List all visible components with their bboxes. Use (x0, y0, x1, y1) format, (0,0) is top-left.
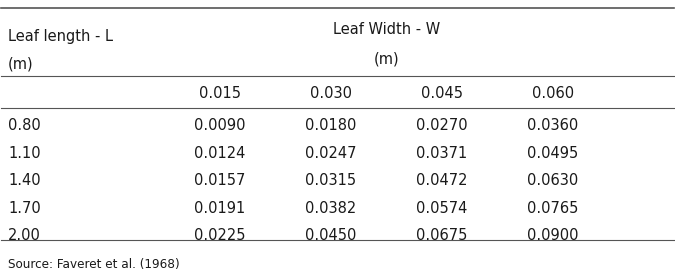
Text: 0.0191: 0.0191 (194, 201, 246, 216)
Text: 0.0574: 0.0574 (416, 201, 467, 216)
Text: 0.045: 0.045 (421, 86, 462, 101)
Text: 0.0315: 0.0315 (305, 173, 356, 188)
Text: 2.00: 2.00 (8, 228, 41, 243)
Text: 1.70: 1.70 (8, 201, 41, 216)
Text: 0.060: 0.060 (531, 86, 574, 101)
Text: 0.0090: 0.0090 (194, 118, 246, 133)
Text: 0.0382: 0.0382 (305, 201, 356, 216)
Text: 1.40: 1.40 (8, 173, 40, 188)
Text: 0.80: 0.80 (8, 118, 41, 133)
Text: 0.0495: 0.0495 (527, 146, 578, 161)
Text: 0.0675: 0.0675 (416, 228, 467, 243)
Text: 0.030: 0.030 (310, 86, 352, 101)
Text: 1.10: 1.10 (8, 146, 40, 161)
Text: 0.0270: 0.0270 (416, 118, 468, 133)
Text: 0.0225: 0.0225 (194, 228, 246, 243)
Text: 0.015: 0.015 (199, 86, 241, 101)
Text: Leaf Width - W: Leaf Width - W (333, 22, 440, 37)
Text: Leaf length - L: Leaf length - L (8, 29, 113, 44)
Text: 0.0630: 0.0630 (527, 173, 578, 188)
Text: 0.0360: 0.0360 (527, 118, 578, 133)
Text: (m): (m) (373, 52, 399, 67)
Text: (m): (m) (8, 56, 34, 71)
Text: Source: Faveret et al. (1968): Source: Faveret et al. (1968) (8, 258, 180, 270)
Text: 0.0900: 0.0900 (527, 228, 578, 243)
Text: 0.0371: 0.0371 (416, 146, 467, 161)
Text: 0.0247: 0.0247 (305, 146, 356, 161)
Text: 0.0765: 0.0765 (527, 201, 578, 216)
Text: 0.0157: 0.0157 (194, 173, 246, 188)
Text: 0.0124: 0.0124 (194, 146, 246, 161)
Text: 0.0450: 0.0450 (305, 228, 356, 243)
Text: 0.0180: 0.0180 (305, 118, 356, 133)
Text: 0.0472: 0.0472 (416, 173, 468, 188)
